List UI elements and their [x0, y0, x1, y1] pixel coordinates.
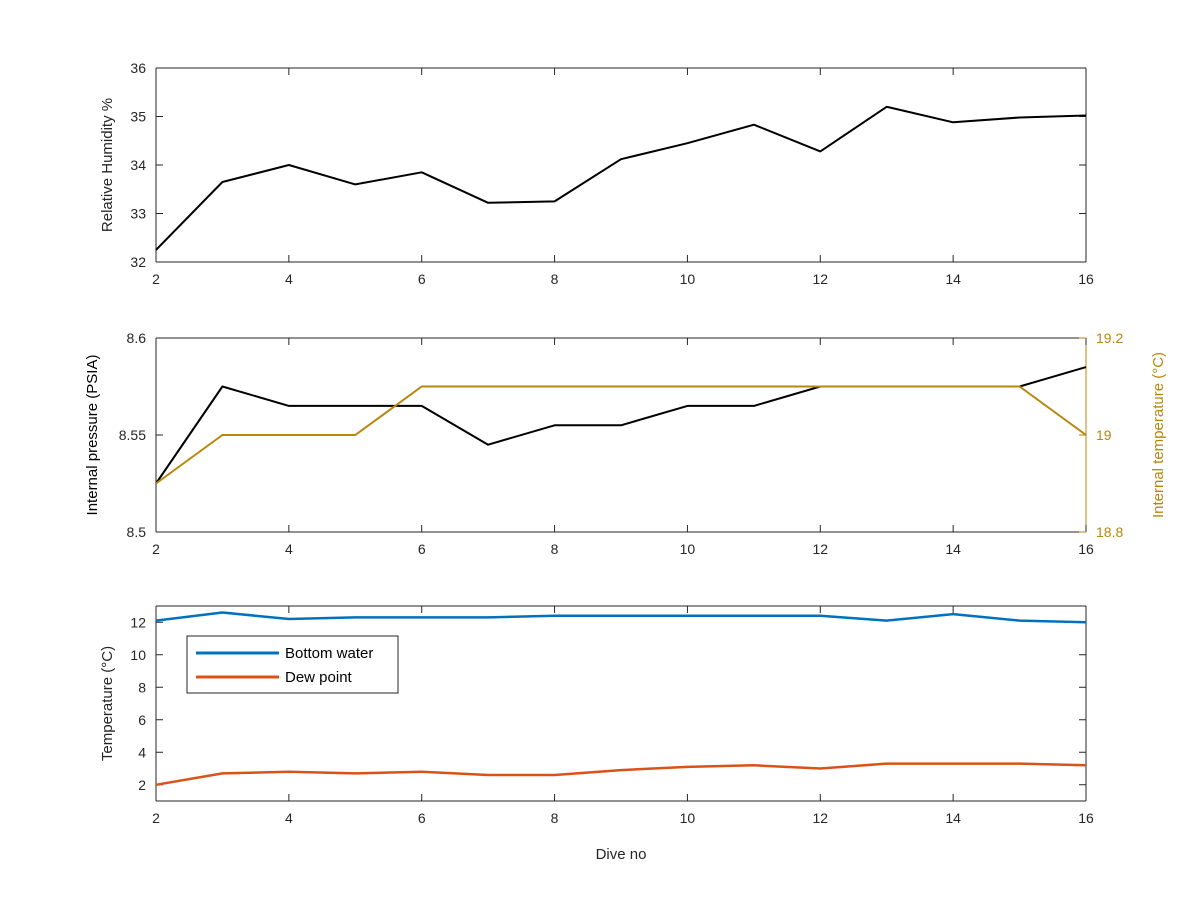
y-axis-label: Temperature (°C) [99, 646, 116, 761]
temperature-panel: 2 4 6 8 10 12 14 16 2 4 6 8 10 12 Temperature (°C) Dive… [99, 605, 1094, 863]
legend-label: Bottom water [285, 645, 373, 662]
x-tick-label: 4 [285, 541, 293, 557]
x-tick-label: 4 [285, 271, 293, 287]
y-tick-label: 4 [138, 744, 146, 760]
humidity-panel: 2 4 6 8 10 12 14 16 32 33 34 35 36 Relative Humidity … [99, 60, 1094, 287]
legend-label: Dew point [285, 669, 353, 686]
internal-temperature-line [155, 385, 1087, 485]
legend-box [186, 635, 399, 694]
y-tick-label: 8.55 [119, 427, 146, 443]
x-tick-label: 14 [945, 541, 961, 557]
y-tick-label: 10 [130, 647, 146, 663]
y-tick-label: 8.5 [127, 524, 147, 540]
y-tick-label: 8.6 [127, 330, 147, 346]
y-tick-label: 2 [138, 777, 146, 793]
humidity-line [155, 105, 1087, 251]
x-tick-label: 14 [945, 810, 961, 826]
y-right-tick-label: 18.8 [1096, 524, 1123, 540]
y-axis-label: Internal pressure (PSIA) [84, 355, 101, 516]
y-axis-label: Relative Humidity % [99, 98, 116, 232]
x-tick-label: 12 [812, 810, 828, 826]
x-tick-label: 8 [551, 541, 559, 557]
y-tick-label: 34 [130, 157, 146, 173]
y-tick-label: 32 [130, 254, 146, 270]
y-tick-label: 33 [130, 206, 146, 222]
y-tick-label: 35 [130, 109, 146, 125]
x-tick-label: 16 [1078, 271, 1094, 287]
x-tick-label: 6 [418, 541, 426, 557]
x-tick-label: 12 [812, 541, 828, 557]
pressure-panel: 2 4 6 8 10 12 14 16 8.5 8.55 8.6 18.8 19 19.2 Internal… [84, 330, 1167, 557]
x-tick-label: 14 [945, 271, 961, 287]
x-tick-label: 16 [1078, 810, 1094, 826]
x-tick-label: 2 [152, 810, 160, 826]
legend: Bottom water Dew point [186, 635, 399, 694]
x-tick-label: 6 [418, 271, 426, 287]
pressure-line [155, 366, 1087, 485]
y-tick-label: 12 [130, 614, 146, 630]
x-tick-label: 10 [680, 810, 696, 826]
x-tick-label: 10 [680, 271, 696, 287]
x-tick-label: 12 [812, 271, 828, 287]
x-axis-label: Dive no [596, 846, 647, 863]
y-tick-label: 6 [138, 712, 146, 728]
y-right-tick-label: 19 [1096, 427, 1112, 443]
x-tick-label: 2 [152, 271, 160, 287]
x-tick-label: 10 [680, 541, 696, 557]
x-tick-label: 8 [551, 271, 559, 287]
bottom-water-line [155, 611, 1087, 624]
y-tick-label: 8 [138, 679, 146, 695]
dew-point-line [155, 762, 1087, 787]
x-tick-label: 6 [418, 810, 426, 826]
x-tick-label: 8 [551, 810, 559, 826]
x-tick-label: 16 [1078, 541, 1094, 557]
y-tick-label: 36 [130, 60, 146, 76]
y-right-tick-label: 19.2 [1096, 330, 1123, 346]
x-tick-label: 4 [285, 810, 293, 826]
x-tick-label: 2 [152, 541, 160, 557]
y-right-axis-label: Internal temperature (°C) [1150, 352, 1167, 518]
